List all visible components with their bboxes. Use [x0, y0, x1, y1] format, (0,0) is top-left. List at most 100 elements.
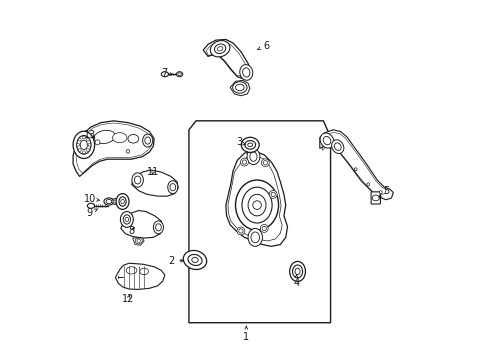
Ellipse shape — [87, 203, 94, 208]
Ellipse shape — [232, 82, 246, 93]
Polygon shape — [121, 211, 163, 238]
Text: 12: 12 — [122, 294, 134, 304]
Circle shape — [263, 161, 267, 165]
Ellipse shape — [239, 64, 252, 80]
Circle shape — [95, 140, 100, 145]
Ellipse shape — [153, 221, 163, 234]
Ellipse shape — [210, 41, 229, 57]
Polygon shape — [115, 263, 164, 289]
Text: 10: 10 — [83, 194, 99, 204]
Text: 13: 13 — [83, 130, 96, 140]
Ellipse shape — [125, 217, 128, 222]
Polygon shape — [188, 121, 330, 323]
Ellipse shape — [112, 199, 119, 204]
Ellipse shape — [77, 135, 91, 154]
Ellipse shape — [161, 72, 168, 77]
Circle shape — [78, 149, 81, 152]
Ellipse shape — [217, 46, 223, 51]
Text: 5: 5 — [378, 186, 388, 197]
Ellipse shape — [292, 265, 302, 278]
Ellipse shape — [167, 181, 178, 194]
Ellipse shape — [371, 195, 379, 201]
Polygon shape — [225, 151, 287, 246]
Ellipse shape — [140, 268, 148, 275]
Circle shape — [261, 159, 269, 167]
Ellipse shape — [187, 255, 202, 265]
Ellipse shape — [242, 187, 271, 223]
Ellipse shape — [121, 199, 124, 204]
Ellipse shape — [247, 194, 265, 216]
Ellipse shape — [241, 137, 259, 152]
Circle shape — [242, 160, 246, 164]
Circle shape — [78, 138, 81, 141]
Ellipse shape — [249, 152, 257, 161]
Text: 2: 2 — [167, 256, 183, 266]
Ellipse shape — [191, 257, 198, 262]
Circle shape — [126, 149, 129, 153]
Ellipse shape — [235, 180, 278, 230]
Circle shape — [260, 225, 267, 232]
Ellipse shape — [132, 173, 143, 187]
Circle shape — [366, 183, 369, 186]
Circle shape — [252, 201, 261, 210]
Ellipse shape — [80, 140, 87, 149]
Ellipse shape — [178, 73, 181, 76]
Ellipse shape — [250, 232, 259, 243]
Ellipse shape — [176, 72, 183, 77]
Circle shape — [238, 229, 243, 233]
Text: 8: 8 — [128, 226, 134, 236]
Ellipse shape — [94, 130, 115, 144]
Ellipse shape — [246, 149, 260, 165]
Ellipse shape — [247, 143, 252, 147]
Circle shape — [88, 143, 91, 146]
Text: 7: 7 — [161, 68, 172, 78]
Text: 1: 1 — [243, 326, 249, 342]
Ellipse shape — [142, 134, 152, 147]
Text: 11: 11 — [146, 167, 159, 177]
Circle shape — [353, 168, 356, 171]
Ellipse shape — [323, 136, 330, 145]
Text: 9: 9 — [86, 208, 98, 218]
Ellipse shape — [106, 199, 112, 204]
Ellipse shape — [331, 140, 343, 153]
Circle shape — [86, 149, 89, 152]
Circle shape — [82, 136, 85, 139]
Ellipse shape — [242, 68, 249, 77]
Circle shape — [262, 226, 266, 230]
Ellipse shape — [214, 44, 225, 54]
Polygon shape — [319, 130, 392, 200]
Text: 6: 6 — [257, 41, 268, 50]
Ellipse shape — [119, 197, 126, 206]
Circle shape — [82, 151, 85, 154]
Circle shape — [269, 190, 277, 198]
Circle shape — [379, 191, 382, 194]
Ellipse shape — [137, 239, 140, 242]
Ellipse shape — [113, 200, 117, 203]
Circle shape — [270, 192, 275, 197]
Ellipse shape — [183, 251, 206, 270]
Ellipse shape — [169, 184, 175, 191]
Ellipse shape — [334, 143, 341, 150]
Polygon shape — [73, 121, 154, 176]
Ellipse shape — [104, 198, 114, 205]
Ellipse shape — [73, 131, 94, 158]
Ellipse shape — [320, 133, 333, 148]
Circle shape — [237, 227, 244, 235]
FancyBboxPatch shape — [370, 192, 380, 204]
Text: 4: 4 — [293, 275, 299, 288]
Ellipse shape — [128, 134, 139, 143]
Polygon shape — [131, 170, 178, 196]
Ellipse shape — [155, 224, 161, 231]
Circle shape — [86, 138, 89, 141]
Ellipse shape — [126, 267, 137, 274]
Ellipse shape — [135, 238, 142, 244]
Polygon shape — [230, 80, 249, 96]
Circle shape — [77, 143, 80, 146]
Ellipse shape — [120, 212, 133, 227]
Ellipse shape — [134, 176, 141, 184]
Ellipse shape — [289, 261, 305, 282]
Text: 3: 3 — [236, 138, 245, 147]
Ellipse shape — [112, 133, 126, 143]
Ellipse shape — [294, 268, 300, 275]
Ellipse shape — [144, 137, 150, 144]
